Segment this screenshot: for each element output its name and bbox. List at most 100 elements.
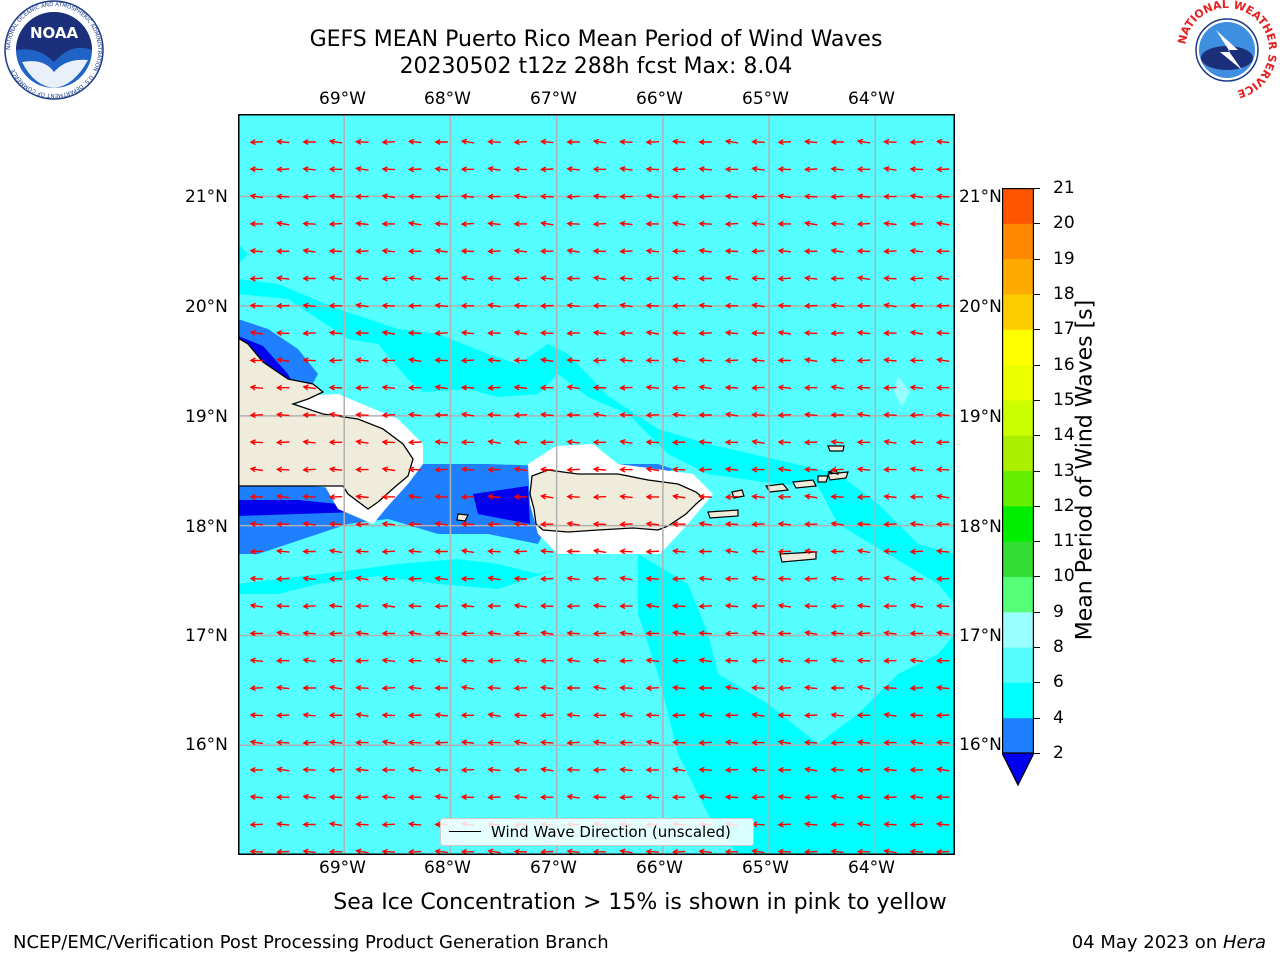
wave-arrow <box>460 411 475 418</box>
wave-arrow <box>751 466 765 473</box>
wave-arrow <box>935 411 950 418</box>
wave-arrow <box>328 329 343 336</box>
wave-arrow <box>803 712 818 719</box>
wave-arrow <box>566 793 580 800</box>
wave-arrow <box>566 330 580 337</box>
wave-arrow <box>777 575 792 582</box>
wave-arrow <box>830 247 844 254</box>
wave-arrow <box>328 220 343 228</box>
wave-arrow <box>539 166 554 173</box>
colorbar-segment <box>1002 223 1034 260</box>
colorbar-tick-mark <box>1034 611 1040 613</box>
wave-arrow <box>460 548 475 555</box>
wave-arrow <box>777 739 792 746</box>
wave-arrow <box>381 466 396 473</box>
wave-arrow <box>302 712 316 719</box>
footer-date: 04 May 2023 on Hera <box>1072 932 1266 953</box>
colorbar-tick-mark <box>1034 293 1040 295</box>
wave-arrow <box>698 384 712 391</box>
lon-tick-bottom: 68°W <box>424 858 471 878</box>
wave-arrow <box>434 520 448 527</box>
wave-arrow <box>407 302 422 309</box>
footer-branch: NCEP/EMC/Verification Post Processing Pr… <box>13 932 609 953</box>
wave-arrow <box>830 138 844 146</box>
wave-arrow <box>883 821 897 828</box>
wave-arrow <box>724 766 739 774</box>
wave-arrow <box>724 439 739 446</box>
wave-arrow <box>935 548 950 555</box>
wave-arrow <box>751 275 765 282</box>
wave-arrow <box>883 575 897 582</box>
wave-arrow <box>698 439 712 446</box>
wave-arrow <box>803 248 818 255</box>
wave-arrow <box>698 712 712 719</box>
wave-arrow <box>381 220 395 227</box>
wave-arrow <box>408 220 422 227</box>
wave-arrow <box>566 384 580 391</box>
wave-arrow <box>671 411 686 418</box>
wave-arrow <box>487 712 501 718</box>
wave-arrow <box>249 848 264 855</box>
wave-arrow <box>803 821 818 828</box>
wave-arrow <box>328 575 343 582</box>
lat-tick-left: 16°N <box>185 735 228 755</box>
map-canvas <box>237 114 955 855</box>
wave-arrow <box>803 657 818 664</box>
wave-arrow <box>249 275 264 282</box>
wave-arrow <box>751 548 765 555</box>
hispaniola-land <box>237 336 414 510</box>
wave-arrow <box>751 657 765 664</box>
wave-arrow <box>830 684 844 692</box>
wave-arrow <box>328 384 343 391</box>
wave-arrow <box>883 848 897 855</box>
wave-arrow <box>619 193 633 200</box>
colorbar-segment <box>1002 611 1034 648</box>
colorbar-segment <box>1002 682 1034 719</box>
wave-arrow <box>592 138 607 145</box>
wave-arrow <box>645 712 660 719</box>
wave-arrow <box>460 384 475 391</box>
wave-arrow <box>803 602 818 610</box>
wave-arrow <box>883 657 897 664</box>
wave-arrow <box>645 466 660 473</box>
wave-arrow <box>830 603 844 610</box>
wave-arrow <box>592 521 607 528</box>
wave-arrow <box>302 247 316 254</box>
wave-arrow <box>856 466 871 473</box>
map-panel: Wind Wave Direction (unscaled) <box>237 114 955 855</box>
wave-arrow <box>751 493 765 500</box>
wave-arrow <box>566 220 580 227</box>
wave-arrow <box>328 493 343 501</box>
wave-arrow <box>856 602 871 609</box>
wave-arrow <box>619 357 633 364</box>
wave-arrow <box>407 466 422 473</box>
wave-arrow <box>539 439 554 446</box>
wave-arrow <box>698 247 712 254</box>
wave-arrow <box>566 657 580 664</box>
wave-arrow <box>777 139 792 146</box>
wave-arrow <box>830 848 844 855</box>
wave-arrow <box>513 329 528 336</box>
wave-arrow <box>698 575 712 582</box>
wave-arrow <box>328 357 343 364</box>
wave-arrow <box>830 466 844 473</box>
wave-arrow <box>856 384 871 391</box>
wave-arrow <box>671 138 686 145</box>
wave-arrow <box>645 657 660 664</box>
wave-arrow <box>328 193 343 200</box>
wave-arrow <box>407 794 422 801</box>
colorbar-tick-mark <box>1034 717 1040 719</box>
wave-arrow <box>909 466 924 473</box>
wave-arrow <box>777 220 791 227</box>
wave-arrow <box>830 275 844 282</box>
wave-arrow <box>513 302 528 309</box>
wave-arrow <box>883 357 897 364</box>
wave-arrow <box>249 139 264 146</box>
wave-arrow <box>540 357 554 364</box>
wave-arrow <box>804 357 818 364</box>
wave-arrow <box>513 657 528 664</box>
wave-arrow <box>407 138 422 145</box>
wave-arrow <box>434 739 448 746</box>
wave-arrow <box>460 602 475 609</box>
wave-arrow <box>777 193 792 200</box>
